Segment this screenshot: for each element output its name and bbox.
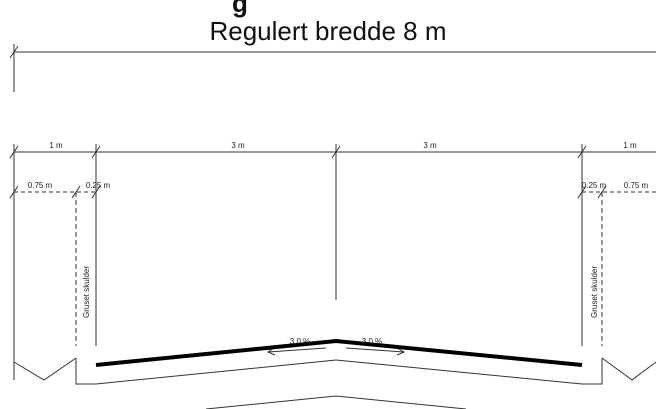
tick-2 [91,145,101,159]
shoulder-label-left: Gruset skulder [82,266,91,318]
sub-base-line [205,395,467,409]
dim-label-right-outer: 0.75 m [624,181,649,190]
road-base-line [95,359,583,385]
road-body-left-side [75,358,96,385]
tick-sub-3 [91,185,101,199]
tick-1 [9,145,19,159]
slope-arrow-left [267,347,327,353]
dim-label-right-shoulder: 1 m [623,141,637,150]
dim-label-left-inner: 0.25 m [86,181,111,190]
tick-sub-1 [9,185,19,199]
dim-label-left-lane: 3 m [231,141,245,150]
drawing-title: Regulert bredde 8 m [209,16,447,46]
dim-label-left-outer: 0.75 m [28,181,53,190]
dim-label-left-shoulder: 1 m [49,141,63,150]
road-body-right-side [582,358,603,385]
slope-label-left: 3.0 % [290,337,310,346]
tick-sub-4 [577,185,587,199]
slope-arrow-right [345,347,405,353]
right-ditch-profile [601,357,656,381]
left-ditch-profile [13,357,77,381]
asphalt-surface [95,338,583,367]
dim-label-right-inner: 0.25 m [582,181,607,190]
tick-4 [577,145,587,159]
slope-label-right: 3.0 % [362,337,382,346]
tick-3 [331,145,341,159]
overall-dimension-tick-left [9,45,19,59]
dim-label-right-lane: 3 m [423,141,437,150]
shoulder-label-right: Gruset skulder [590,266,599,318]
heading-fragment: g [232,0,248,18]
slope-arrowhead-right [396,347,406,356]
